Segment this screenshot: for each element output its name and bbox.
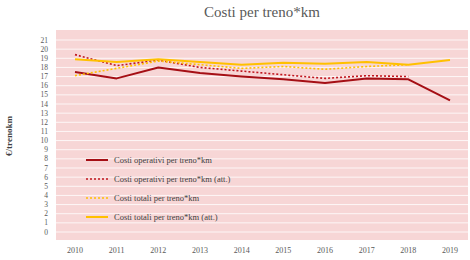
grid-line	[56, 168, 468, 169]
grid-line	[56, 113, 468, 114]
series-line	[75, 59, 450, 64]
y-tick-label: 13	[41, 109, 49, 118]
grid-line	[56, 104, 468, 105]
y-tick-label: 12	[41, 118, 49, 127]
y-tick-label: 1	[44, 218, 48, 227]
y-tick-label: 8	[44, 154, 48, 163]
legend-label: Costi totali per treno*km	[114, 193, 200, 203]
x-tick-label: 2017	[359, 246, 375, 255]
grid-line	[56, 232, 468, 233]
chart-svg: 0123456789101112131415161718192021201020…	[0, 0, 470, 260]
plot-background	[56, 30, 468, 240]
grid-line	[56, 49, 468, 50]
grid-line	[56, 222, 468, 223]
y-tick-label: 2	[44, 209, 48, 218]
grid-line	[56, 40, 468, 41]
chart-title: Costi per treno*km	[204, 4, 320, 20]
y-tick-label: 19	[41, 54, 49, 63]
series-line	[75, 55, 408, 79]
y-tick-label: 11	[41, 127, 48, 136]
y-tick-label: 3	[44, 200, 48, 209]
y-tick-label: 17	[41, 72, 49, 81]
x-tick-label: 2013	[192, 246, 208, 255]
legend-label: Costi operativi per treno*km	[114, 155, 212, 165]
grid-line	[56, 94, 468, 95]
grid-line	[56, 204, 468, 205]
grid-line	[56, 149, 468, 150]
chart-container: 0123456789101112131415161718192021201020…	[0, 0, 470, 260]
y-tick-label: 16	[41, 81, 49, 90]
legend-swatch	[86, 178, 108, 180]
grid-line	[56, 58, 468, 59]
x-tick-label: 2016	[317, 246, 333, 255]
series-group	[75, 55, 450, 101]
y-tick-label: 15	[41, 90, 49, 99]
y-tick-label: 7	[44, 164, 48, 173]
x-tick-label: 2018	[400, 246, 416, 255]
series-line	[75, 67, 450, 100]
grid-line	[56, 140, 468, 141]
legend-label: Costi operativi per treno*km (att.)	[114, 174, 231, 184]
y-tick-label: 20	[41, 45, 49, 54]
grid-line	[56, 122, 468, 123]
legend-swatch	[86, 159, 108, 161]
y-tick-label: 6	[44, 173, 48, 182]
y-tick-label: 18	[41, 63, 49, 72]
legend-swatch	[86, 197, 108, 199]
x-tick-label: 2012	[150, 246, 166, 255]
x-tick-label: 2019	[442, 246, 458, 255]
legend: Costi operativi per treno*km Costi operat…	[86, 155, 231, 222]
y-tick-label: 14	[41, 100, 49, 109]
y-axis-label: €/trenokm	[4, 116, 14, 156]
y-tick-label: 0	[44, 228, 48, 237]
grid-line	[56, 131, 468, 132]
x-tick-label: 2014	[234, 246, 250, 255]
grid-line	[56, 186, 468, 187]
x-tick-label: 2011	[109, 246, 125, 255]
y-tick-label: 21	[41, 36, 49, 45]
x-tick-label: 2010	[67, 246, 83, 255]
y-tick-label: 10	[41, 136, 49, 145]
grid-line	[56, 85, 468, 86]
x-tick-label: 2015	[275, 246, 291, 255]
y-tick-label: 5	[44, 182, 48, 191]
y-tick-label: 9	[44, 145, 48, 154]
legend-swatch	[86, 216, 108, 218]
y-tick-label: 4	[44, 191, 48, 200]
legend-label: Costi totali per treno*km (att.)	[114, 212, 218, 222]
